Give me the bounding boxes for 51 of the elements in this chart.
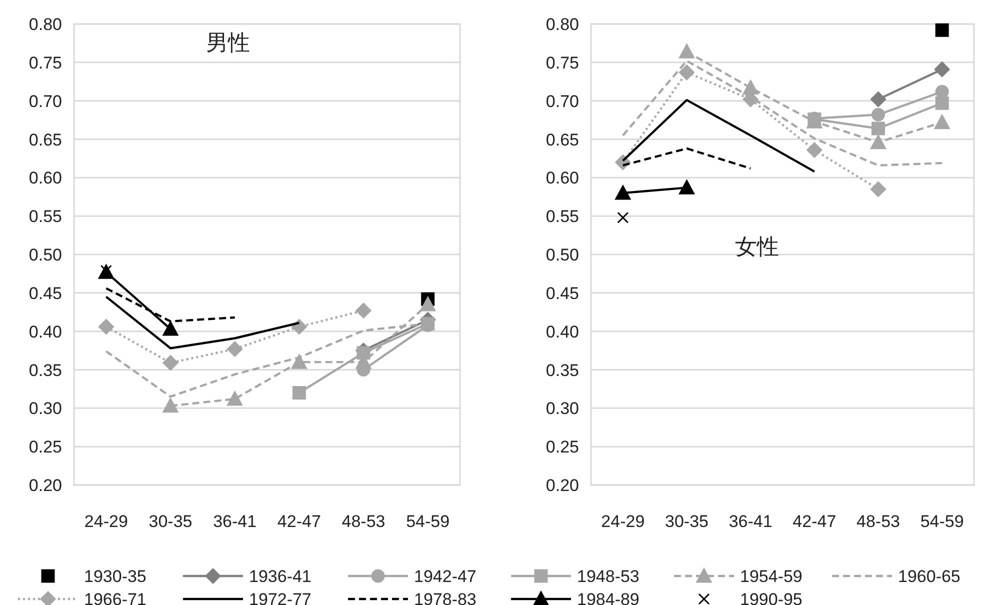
legend-label: 1990-95	[740, 590, 802, 605]
y-tick-label: 0.65	[546, 130, 579, 150]
legend-label: 1948-53	[577, 567, 640, 586]
legend-label: 1960-65	[898, 567, 960, 586]
y-tick-label: 0.55	[546, 207, 579, 226]
legend-label: 1966-71	[84, 590, 146, 605]
y-tick-label: 0.70	[28, 92, 62, 111]
x-tick-label: 48-53	[342, 512, 386, 531]
legend-label: 1942-47	[414, 567, 476, 586]
y-tick-label: 0.55	[28, 207, 62, 226]
y-tick-label: 0.75	[28, 53, 62, 72]
x-tick-label: 36-41	[213, 512, 257, 531]
y-tick-label: 0.20	[28, 476, 62, 495]
y-tick-label: 0.35	[546, 360, 579, 380]
y-tick-label: 0.40	[546, 322, 579, 342]
text: 女性	[735, 234, 779, 259]
x-tick-label: 30-35	[665, 512, 708, 531]
chart-title: 男性	[206, 30, 250, 55]
x-tick-label: 42-47	[792, 512, 836, 531]
y-tick-label: 0.80	[28, 15, 62, 34]
y-tick-label: 0.80	[546, 15, 579, 34]
legend-label: 1936-41	[249, 567, 312, 586]
x-tick-label: 54-59	[920, 512, 964, 531]
legend-label: 1972-77	[249, 590, 312, 605]
legend-label: 1930-35	[84, 567, 146, 586]
y-tick-label: 0.50	[28, 246, 62, 264]
y-tick-label: 0.25	[546, 438, 579, 457]
y-tick-label: 0.60	[546, 168, 579, 188]
legend-label: 1954-59	[740, 567, 802, 586]
y-tick-label: 0.65	[28, 130, 62, 150]
x-tick-label: 24-29	[84, 512, 128, 531]
y-tick-label: 0.40	[28, 322, 62, 342]
x-tick-label: 30-35	[148, 512, 192, 531]
x-tick-label: 24-29	[601, 512, 645, 531]
y-tick-label: 0.30	[546, 399, 579, 418]
y-tick-label: 0.45	[546, 284, 579, 303]
x-tick-label: 48-53	[856, 512, 900, 531]
y-tick-label: 0.25	[28, 438, 62, 457]
y-tick-label: 0.30	[28, 399, 62, 418]
y-tick-label: 0.60	[28, 168, 62, 188]
y-tick-label: 0.75	[546, 53, 579, 72]
y-tick-label: 0.70	[546, 92, 579, 111]
y-tick-label: 0.50	[546, 246, 579, 264]
x-tick-label: 42-47	[277, 512, 321, 531]
y-tick-label: 0.20	[546, 476, 579, 495]
x-tick-label: 36-41	[728, 512, 772, 531]
y-tick-label: 0.45	[28, 284, 62, 303]
legend-label: 1978-83	[414, 590, 476, 605]
y-tick-label: 0.35	[28, 360, 62, 380]
legend-label: 1984-89	[577, 590, 640, 605]
x-tick-label: 54-59	[406, 512, 450, 531]
